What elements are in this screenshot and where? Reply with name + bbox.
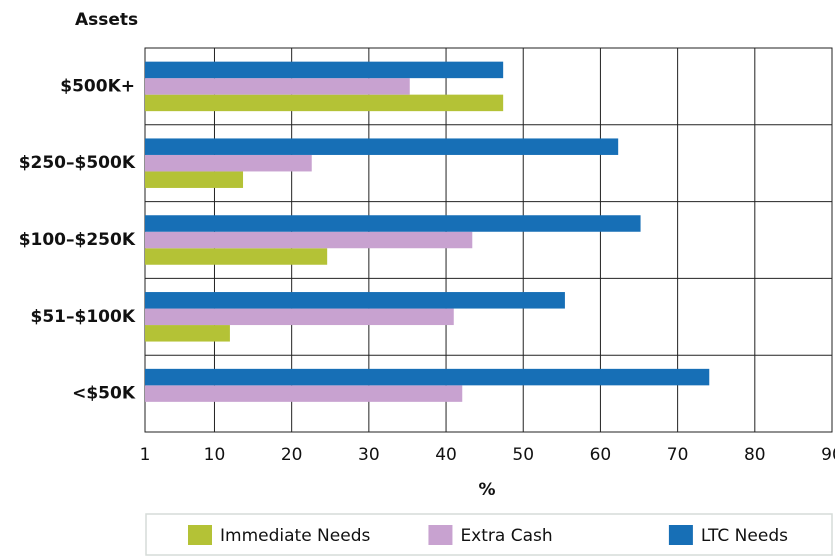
x-tick-label: 40 (435, 445, 457, 465)
bar (145, 248, 328, 265)
y-tick-label: $51–$100K (31, 307, 136, 327)
bar (145, 154, 312, 172)
bar (145, 94, 504, 112)
x-tick-label: 50 (512, 445, 534, 465)
bar (145, 385, 463, 402)
y-tick-label: $100–$250K (19, 230, 136, 250)
legend-swatch (428, 525, 453, 545)
legend-box (145, 513, 833, 556)
bar (145, 138, 619, 155)
bar (145, 61, 504, 79)
legend-swatch (668, 525, 693, 545)
chart-title: Assets (75, 10, 138, 30)
legend-label: Immediate Needs (220, 526, 370, 546)
bar (145, 308, 454, 326)
bar (145, 231, 473, 249)
x-tick-label: 90 (821, 445, 835, 465)
legend-swatch (188, 525, 212, 545)
y-tick-label: $500K+ (60, 76, 135, 96)
y-tick-label: $250–$500K (19, 153, 136, 173)
legend-label: LTC Needs (701, 526, 788, 546)
x-axis-label: % (478, 480, 495, 500)
bar (145, 215, 641, 232)
bar (145, 325, 230, 342)
bar (145, 292, 565, 309)
x-tick-label: 30 (358, 445, 380, 465)
x-tick-label: 10 (204, 445, 226, 465)
x-tick-label: 20 (281, 445, 303, 465)
bar (145, 368, 710, 386)
legend-label: Extra Cash (460, 526, 552, 546)
x-tick-label: 80 (744, 445, 766, 465)
x-tick-label: 1 (140, 445, 151, 465)
bar (145, 171, 244, 188)
bar (145, 78, 410, 95)
x-tick-label: 60 (590, 445, 612, 465)
y-tick-label: <$50K (72, 384, 136, 404)
x-tick-label: 70 (667, 445, 689, 465)
